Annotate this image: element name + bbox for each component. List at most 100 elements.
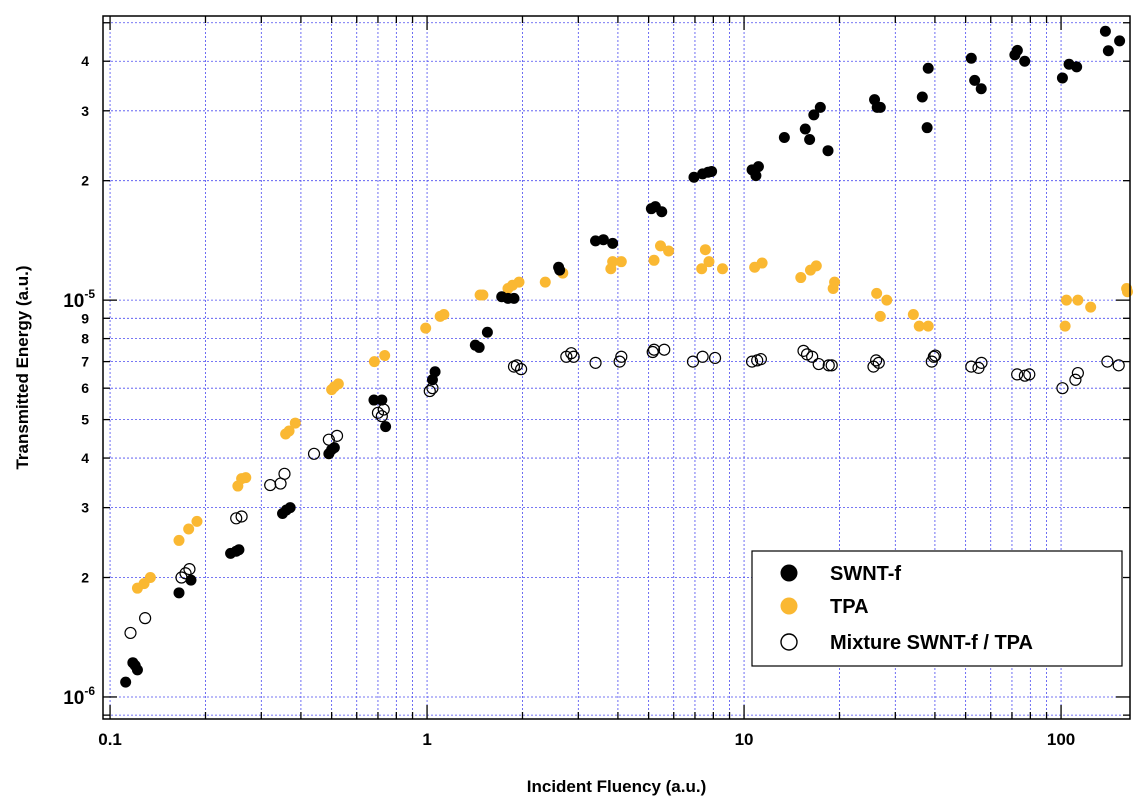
data-point	[647, 343, 661, 356]
data-point	[825, 359, 838, 372]
data-point	[539, 276, 551, 288]
data-point	[124, 626, 137, 640]
data-point	[874, 101, 886, 113]
data-point	[1071, 61, 1083, 73]
data-point	[429, 366, 441, 378]
data-point	[1023, 368, 1036, 381]
y-tick-label: 4	[81, 53, 89, 69]
y-tick-label: 6	[81, 380, 89, 396]
data-point	[907, 309, 919, 321]
data-point	[706, 165, 718, 177]
data-point	[716, 263, 728, 275]
data-point	[872, 356, 885, 369]
data-point	[829, 276, 841, 288]
series-1	[131, 240, 1133, 594]
data-point	[1112, 359, 1125, 372]
legend-marker-mixture	[780, 633, 798, 651]
data-point	[376, 394, 388, 406]
data-point	[969, 74, 981, 86]
data-point	[708, 351, 722, 365]
series-0	[120, 25, 1126, 688]
data-point	[368, 394, 380, 406]
data-point	[927, 350, 940, 363]
data-point	[810, 260, 822, 272]
data-point	[508, 292, 520, 304]
data-point	[510, 359, 523, 372]
x-tick-label: 1	[422, 730, 431, 749]
data-point	[191, 515, 203, 527]
y-tick-label: 2	[81, 173, 89, 189]
data-point	[778, 131, 790, 143]
y-tick-label: 8	[81, 331, 89, 347]
y-tick-label: 2	[81, 570, 89, 586]
data-point	[696, 350, 709, 363]
plot-frame	[102, 15, 1131, 720]
data-point	[1011, 368, 1024, 381]
data-point	[913, 320, 925, 332]
data-point	[1069, 373, 1082, 386]
data-point	[278, 467, 291, 480]
data-point	[173, 534, 185, 546]
data-point	[756, 257, 768, 269]
data-point	[380, 421, 392, 433]
data-point	[874, 310, 886, 322]
data-point	[328, 442, 340, 454]
data-point	[754, 353, 767, 366]
data-point	[289, 417, 301, 429]
y-tick-label: 5	[81, 412, 89, 428]
data-point	[654, 240, 666, 252]
y-tick-label-major: 10-6	[63, 684, 95, 709]
legend-box	[751, 550, 1123, 667]
x-axis-title: Incident Fluency (a.u.)	[527, 777, 706, 796]
data-point	[183, 563, 196, 576]
y-tick-label: 4	[81, 450, 89, 466]
data-point	[615, 256, 627, 268]
data-point	[120, 676, 132, 688]
y-axis-title: Transmitted Energy (a.u.)	[13, 265, 32, 469]
data-point	[607, 237, 619, 249]
data-point	[1121, 286, 1133, 298]
data-point	[554, 264, 566, 276]
data-point	[1072, 294, 1084, 306]
data-point	[139, 612, 152, 625]
data-point	[663, 245, 675, 257]
data-point	[131, 664, 143, 676]
data-point	[565, 347, 578, 360]
data-point	[646, 345, 659, 359]
data-point	[1101, 355, 1114, 368]
y-tick-label-major: 10-5	[63, 287, 95, 312]
data-point	[881, 294, 893, 306]
data-point	[183, 523, 195, 535]
data-point	[185, 574, 197, 586]
data-point	[648, 254, 660, 266]
legend-label-swnt-f: SWNT-f	[830, 563, 901, 585]
data-point	[814, 101, 826, 113]
legend-marker-swnt-f	[780, 564, 798, 582]
data-point	[423, 384, 436, 398]
data-point	[752, 161, 764, 173]
data-point	[795, 272, 807, 284]
data-point	[822, 359, 835, 372]
data-point	[613, 355, 626, 368]
data-point	[806, 350, 819, 363]
data-point	[975, 83, 987, 95]
y-tick-label: 7	[81, 354, 89, 370]
data-point	[173, 587, 185, 599]
data-point	[1099, 25, 1111, 37]
data-point	[597, 234, 609, 246]
data-point	[1114, 35, 1126, 47]
data-point	[513, 276, 525, 288]
legend: SWNT-f TPA Mixture SWNT-f / TPA	[751, 550, 1123, 667]
data-point	[965, 52, 977, 64]
data-point	[515, 363, 528, 376]
data-point	[615, 350, 628, 363]
data-point	[658, 343, 671, 356]
data-point	[283, 425, 295, 437]
data-point	[235, 510, 248, 523]
y-tick-label: 3	[81, 500, 89, 516]
legend-label-mixture: Mixture SWNT-f / TPA	[830, 632, 1033, 654]
data-point	[812, 357, 825, 371]
data-points	[120, 25, 1133, 688]
data-point	[567, 350, 580, 363]
